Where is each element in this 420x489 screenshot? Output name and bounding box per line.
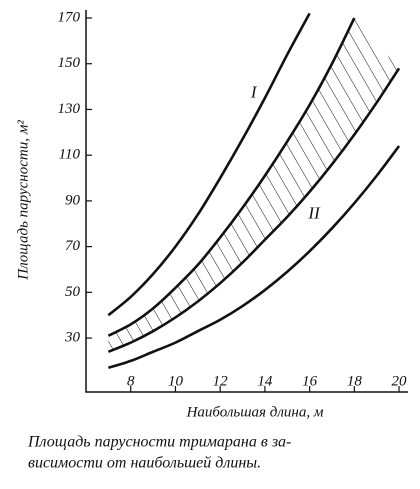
curve [107, 67, 401, 353]
curve [107, 12, 311, 317]
x-tick-label: 10 [168, 373, 184, 389]
caption-line: Площадь парусности тримарана в за- [27, 434, 291, 451]
axes [85, 10, 408, 393]
curve [107, 17, 356, 337]
y-tick-label: 50 [65, 284, 81, 300]
y-tick-label: 150 [58, 55, 81, 71]
y-tick-label: 130 [58, 101, 81, 117]
x-tick-label: 12 [213, 373, 229, 389]
y-tick-label: 110 [59, 147, 81, 163]
x-tick-label: 18 [347, 373, 363, 389]
x-tick-label: 8 [127, 373, 135, 389]
annotation: II [307, 204, 321, 223]
y-tick-label: 90 [65, 192, 81, 208]
curve [107, 145, 401, 370]
hatched-band [108, 18, 400, 352]
y-tick-label: 170 [58, 9, 81, 25]
y-tick-label: 30 [64, 329, 81, 345]
y-tick-label: 70 [65, 238, 81, 254]
caption-line: висимости от наибольшей длины. [28, 455, 261, 472]
x-tick-label: 14 [257, 373, 273, 389]
plot-area [107, 12, 401, 370]
x-tick-label: 20 [392, 373, 408, 389]
x-axis-label: Наибольшая длина, м [186, 404, 324, 420]
annotation: I [250, 82, 258, 101]
x-tick-label: 16 [302, 373, 318, 389]
y-axis-label: Площадь парусности, м² [15, 120, 31, 281]
